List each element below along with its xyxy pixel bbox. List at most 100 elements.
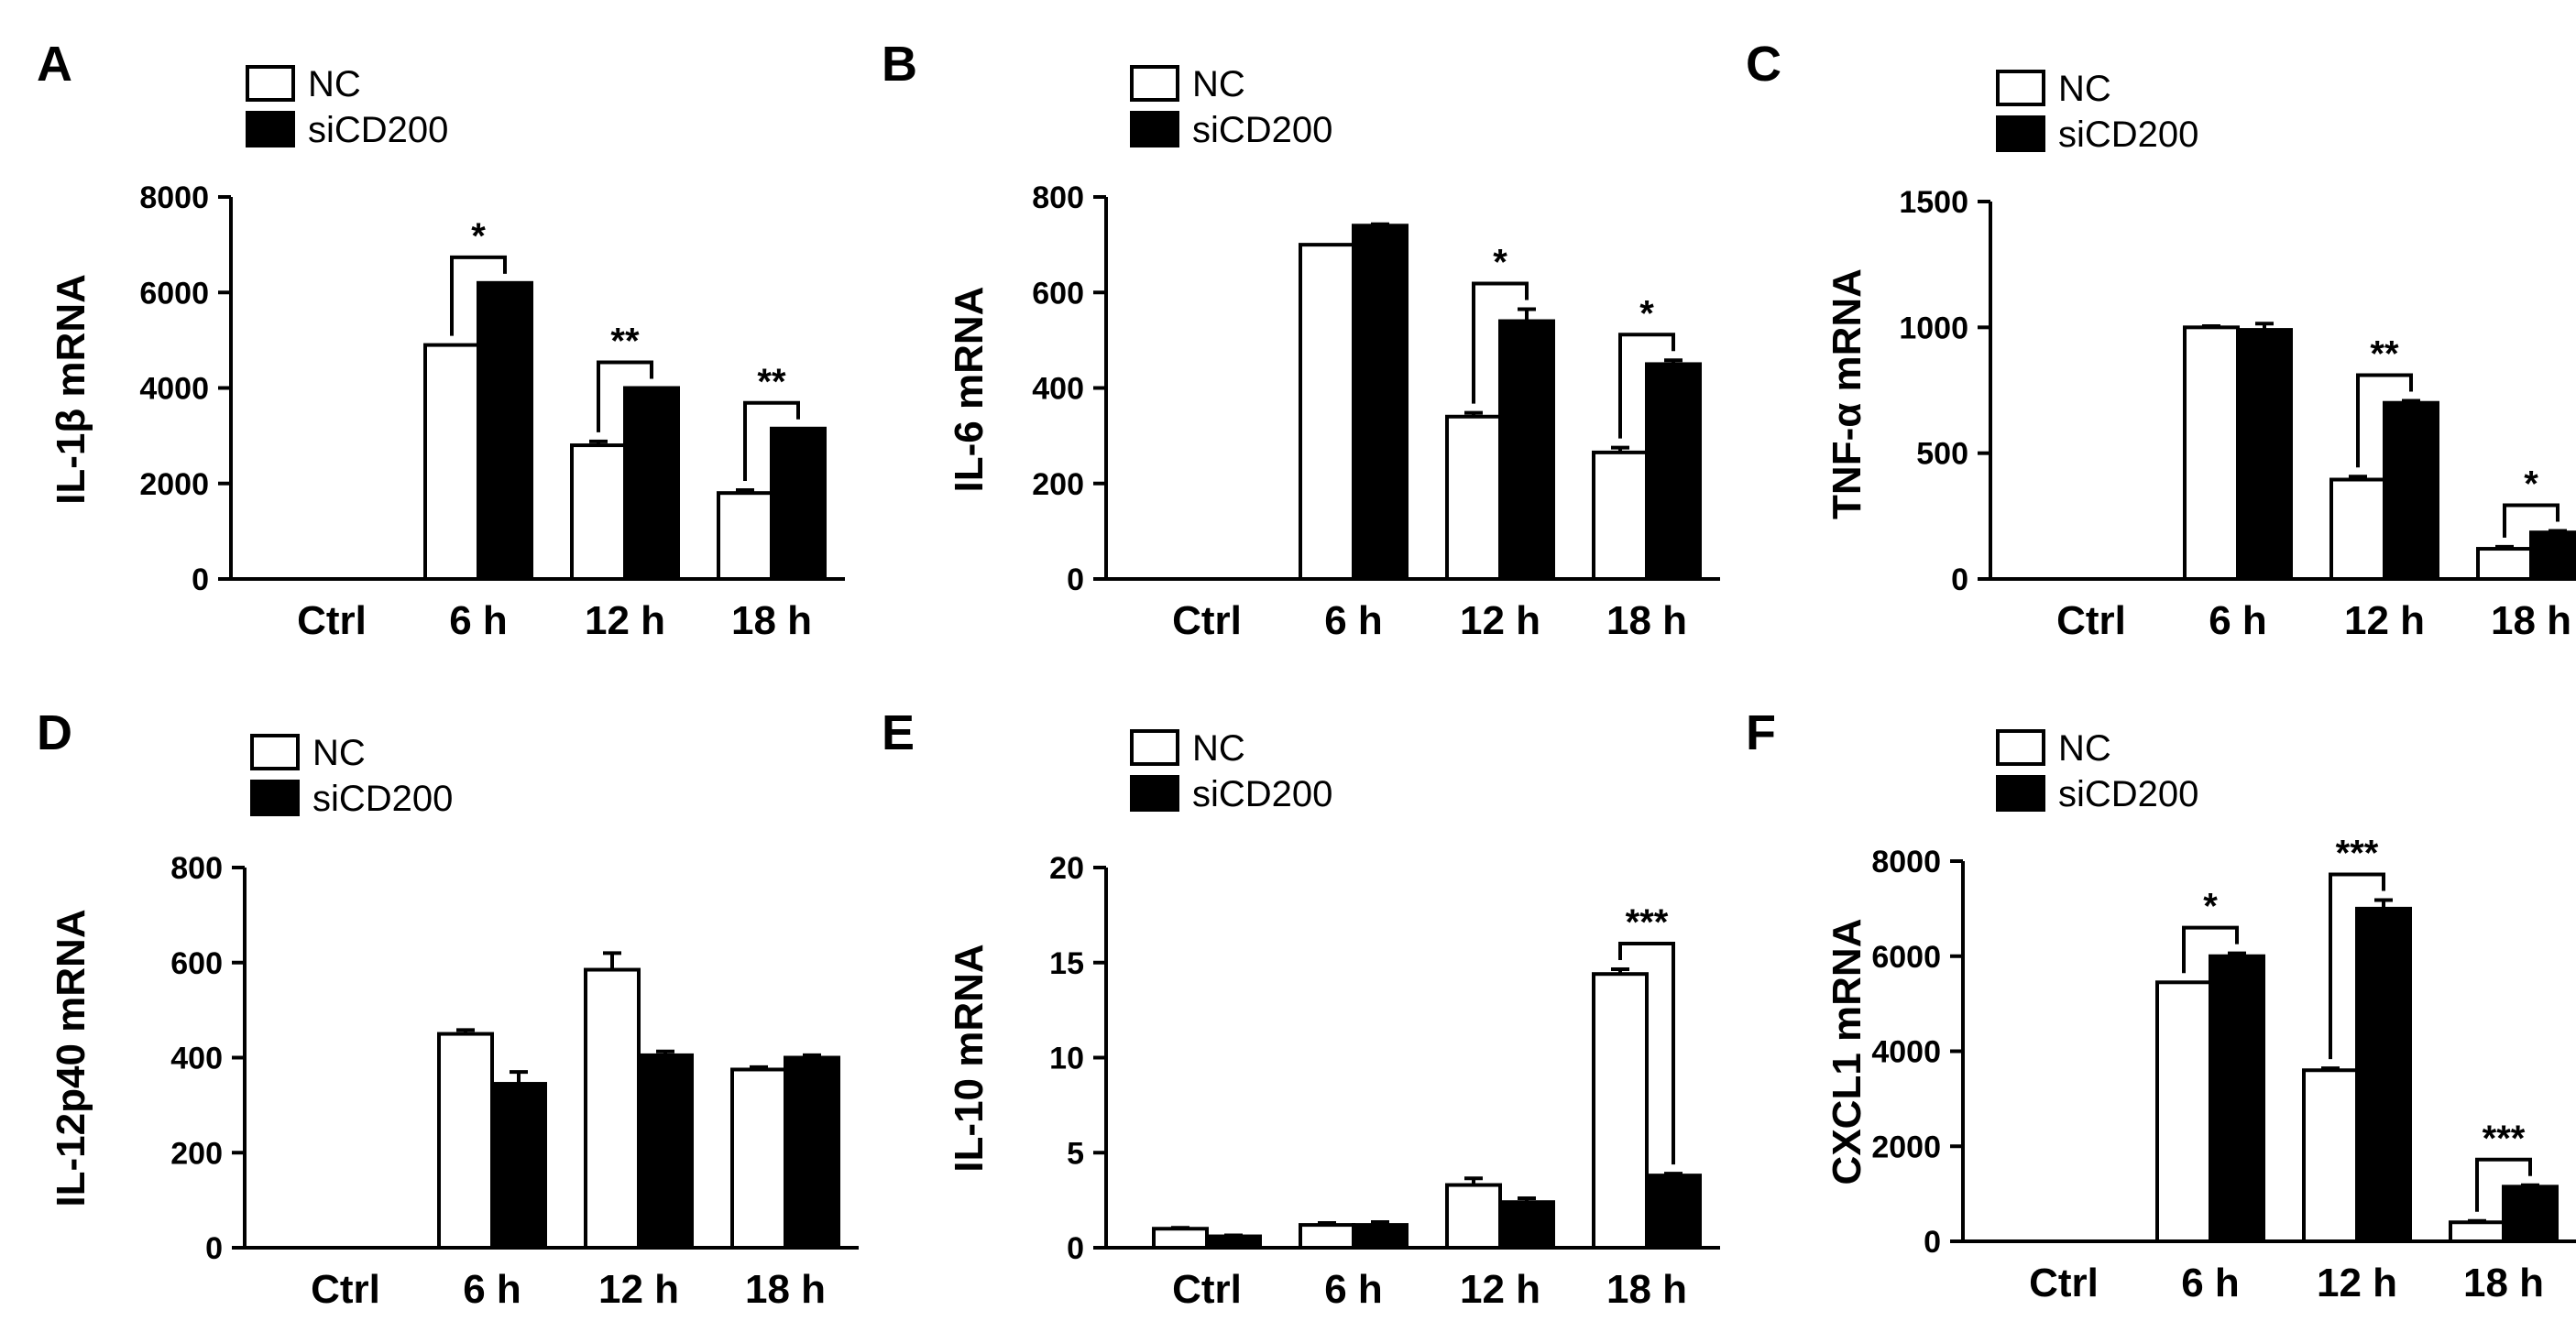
y-tick-label: 0 — [1951, 562, 1968, 597]
bar-nc-6h — [423, 343, 480, 581]
y-tick-label: 800 — [170, 851, 223, 886]
x-tick-label: 6 h — [1324, 598, 1383, 643]
x-tick-label: 12 h — [598, 1267, 679, 1312]
x-tick-label: 12 h — [2344, 598, 2425, 643]
legend-swatch-nc — [1130, 729, 1179, 766]
y-tick-label: 1500 — [1899, 185, 1968, 220]
bar-nc-12h — [2302, 1068, 2359, 1243]
significance-bracket — [743, 400, 800, 482]
x-tick-label: 18 h — [1606, 1267, 1687, 1312]
bar-nc-12h — [570, 443, 627, 581]
y-tick-label: 4000 — [139, 372, 209, 407]
y-tick-label: 600 — [170, 946, 223, 981]
bar-nc-6h — [2183, 325, 2240, 581]
legend-label-sicd200: siCD200 — [1192, 110, 1332, 150]
y-tick-label: 4000 — [1871, 1035, 1941, 1070]
significance-label: *** — [2336, 834, 2379, 874]
bar-sicd200-ctrl — [1205, 1234, 1262, 1250]
bar-sicd200-12h — [2355, 906, 2412, 1243]
legend-swatch-sicd200 — [1996, 115, 2045, 152]
significance-bracket — [2329, 872, 2385, 1060]
significance-bracket — [2356, 373, 2413, 468]
x-tick-label: 12 h — [1460, 598, 1540, 643]
significance-bracket — [2475, 1157, 2532, 1212]
bar-nc-18h — [2476, 547, 2533, 581]
y-tick-label: 6000 — [1871, 940, 1941, 975]
bar-sicd200-12h — [2383, 400, 2439, 581]
bar-sicd200-18h — [784, 1055, 840, 1250]
panel-letter: C — [1746, 37, 1781, 92]
panel-f: F 0 2000 4000 6000 8000 CXCL1 mRNA Ctrl 6 h 12 h 1… — [1746, 705, 2576, 1305]
bar-sicd200-18h — [770, 426, 827, 581]
y-tick-label: 0 — [1924, 1225, 1941, 1260]
bar-sicd200-12h — [637, 1053, 694, 1250]
significance-bracket — [597, 360, 653, 432]
y-tick-label: 500 — [1916, 437, 1968, 472]
bar-sicd200-6h — [1352, 224, 1409, 581]
panel-e: E 0 5 10 15 20 IL-10 mRNA Ctrl 6 h 12 h 18 h *** NC s… — [882, 705, 1720, 1312]
bar-sicd200-18h — [1645, 362, 1702, 581]
bar-nc-6h — [1299, 243, 1355, 581]
significance-label: *** — [2483, 1119, 2526, 1159]
significance-label: ** — [2370, 334, 2399, 375]
y-tick-label: 5 — [1067, 1136, 1084, 1171]
bar-nc-18h — [2449, 1220, 2505, 1243]
legend-swatch-nc — [250, 734, 300, 770]
significance-bracket — [450, 255, 507, 336]
bar-nc-6h — [437, 1032, 494, 1250]
panel-b: B 0 200 400 600 800 IL-6 mRNA Ctrl 6 h 12 h 18 h * *… — [882, 37, 1720, 643]
significance-bracket — [1618, 942, 1675, 1165]
y-axis-title: IL-10 mRNA — [947, 944, 992, 1172]
panel-letter: F — [1746, 705, 1776, 760]
legend-swatch-sicd200 — [1996, 775, 2045, 812]
panel-letter: A — [37, 37, 72, 92]
y-tick-label: 200 — [170, 1136, 223, 1171]
x-tick-label: Ctrl — [297, 598, 367, 643]
y-tick-label: 20 — [1049, 851, 1084, 886]
legend-label-nc: NC — [1192, 728, 1245, 769]
legend-label-sicd200: siCD200 — [2058, 774, 2198, 814]
significance-label: ** — [610, 322, 640, 362]
legend-swatch-sicd200 — [1130, 111, 1179, 147]
x-tick-label: 6 h — [2209, 598, 2267, 643]
legend-swatch-nc — [1130, 65, 1179, 102]
x-tick-label: 6 h — [1324, 1267, 1383, 1312]
significance-label: ** — [757, 362, 786, 402]
legend-label-nc: NC — [2058, 69, 2111, 109]
significance-label: * — [2203, 887, 2218, 927]
bar-sicd200-12h — [1498, 319, 1555, 581]
bar-nc-18h — [717, 491, 773, 581]
x-tick-label: 18 h — [745, 1267, 826, 1312]
bar-sicd200-6h — [2209, 954, 2265, 1243]
y-tick-label: 10 — [1049, 1042, 1084, 1076]
bar-nc-12h — [1445, 1183, 1502, 1250]
y-tick-label: 1000 — [1899, 311, 1968, 345]
x-tick-label: 12 h — [2317, 1261, 2397, 1305]
bar-nc-12h — [584, 967, 641, 1250]
legend-label-nc: NC — [312, 733, 366, 773]
x-tick-label: 6 h — [463, 1267, 521, 1312]
x-tick-label: Ctrl — [1172, 1267, 1242, 1312]
panel-letter: E — [882, 705, 915, 760]
y-axis-title: CXCL1 mRNA — [1825, 919, 1869, 1185]
y-tick-label: 8000 — [1871, 845, 1941, 879]
bar-sicd200-6h — [2236, 328, 2293, 581]
legend-label-sicd200: siCD200 — [312, 779, 453, 819]
x-tick-label: 12 h — [585, 598, 665, 643]
y-axis-title: TNF-α mRNA — [1825, 268, 1869, 519]
y-tick-label: 6000 — [139, 276, 209, 311]
significance-bracket — [1472, 281, 1529, 404]
significance-label: * — [1493, 242, 1507, 282]
legend-swatch-nc — [1996, 729, 2045, 766]
legend-label-sicd200: siCD200 — [2058, 115, 2198, 155]
significance-bracket — [2503, 503, 2560, 538]
x-tick-label: 6 h — [449, 598, 508, 643]
bar-sicd200-6h — [477, 280, 533, 581]
bar-nc-18h — [1592, 450, 1649, 581]
legend-swatch-sicd200 — [250, 780, 300, 816]
y-axis-title: IL-12p40 mRNA — [49, 909, 93, 1207]
bar-nc-12h — [1445, 414, 1502, 581]
x-tick-label: Ctrl — [311, 1267, 380, 1312]
